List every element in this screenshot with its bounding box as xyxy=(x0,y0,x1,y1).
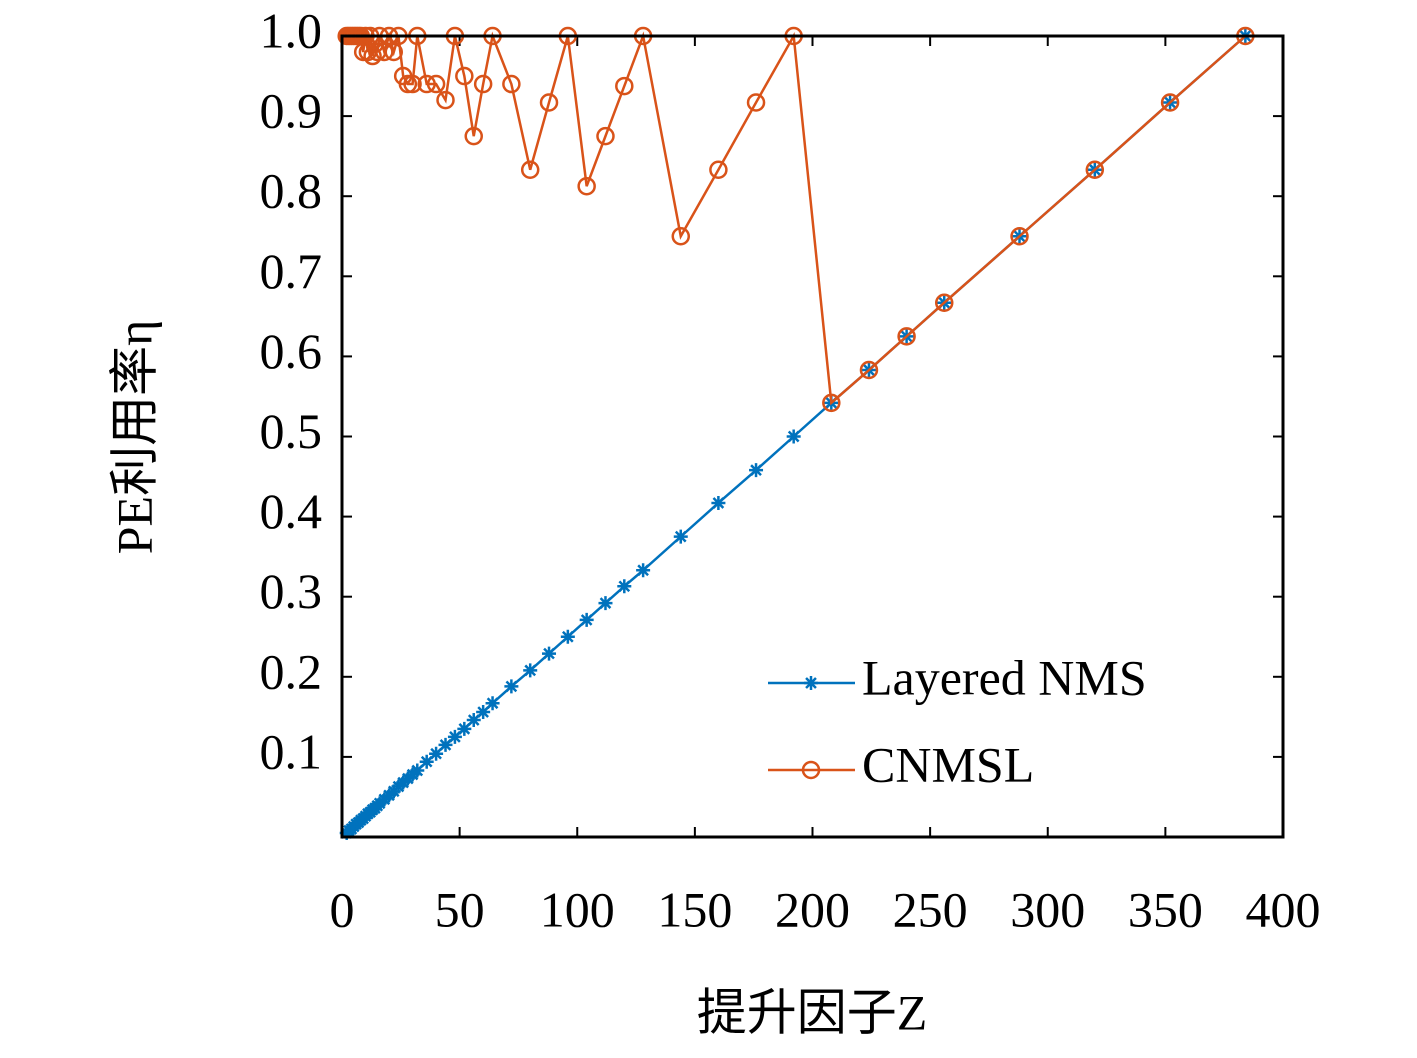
y-tick-label: 0.9 xyxy=(260,83,323,139)
marker xyxy=(476,705,491,720)
marker xyxy=(577,176,596,196)
marker xyxy=(539,93,559,112)
marker xyxy=(1160,93,1180,112)
marker xyxy=(403,74,422,94)
x-tick-label: 150 xyxy=(657,881,732,937)
marker xyxy=(596,126,615,146)
marker xyxy=(438,737,453,752)
legend-marker xyxy=(804,676,818,690)
marker xyxy=(934,293,954,312)
legend-label: Layered NMS xyxy=(862,649,1147,705)
marker xyxy=(384,42,404,62)
y-tick-label: 0.1 xyxy=(260,723,323,779)
marker xyxy=(523,663,538,678)
legend: Layered NMS CNMSL xyxy=(768,649,1147,792)
marker xyxy=(859,360,879,380)
x-tick-label: 0 xyxy=(330,881,355,937)
marker xyxy=(429,746,444,761)
marker xyxy=(786,429,801,444)
marker xyxy=(464,126,483,146)
legend-label: CNMSL xyxy=(862,736,1034,792)
marker xyxy=(749,463,764,478)
y-tick-label: 0.8 xyxy=(260,163,323,219)
marker xyxy=(363,46,382,66)
marker xyxy=(615,76,634,96)
y-tick-label: 0.5 xyxy=(260,403,323,459)
marker xyxy=(502,74,521,94)
y-tick-label: 1.0 xyxy=(260,2,323,58)
legend-marker xyxy=(801,760,821,780)
marker xyxy=(598,596,613,611)
x-axis-label: 提升因子Z xyxy=(697,984,928,1040)
marker xyxy=(485,696,500,711)
marker xyxy=(897,327,916,346)
marker xyxy=(504,679,519,694)
marker xyxy=(1010,227,1029,246)
x-tick-label: 100 xyxy=(540,881,615,937)
marker xyxy=(436,90,455,110)
marker xyxy=(398,74,418,94)
marker xyxy=(822,393,841,413)
marker xyxy=(520,160,540,180)
x-tick-label: 300 xyxy=(1010,881,1085,937)
x-tick-label: 200 xyxy=(775,881,850,937)
marker xyxy=(542,646,557,661)
marker xyxy=(473,74,493,94)
x-tick-label: 350 xyxy=(1128,881,1203,937)
x-tick-label: 50 xyxy=(435,881,485,937)
y-tick-label: 0.6 xyxy=(260,323,323,379)
marker xyxy=(711,495,726,510)
y-tick-label: 0.7 xyxy=(260,243,323,299)
marker xyxy=(617,579,632,594)
marker xyxy=(671,227,691,246)
marker xyxy=(410,763,425,778)
marker xyxy=(673,529,688,544)
x-tick-label: 250 xyxy=(893,881,968,937)
marker xyxy=(419,754,434,769)
marker xyxy=(1085,160,1105,180)
marker xyxy=(746,93,766,112)
marker xyxy=(457,721,472,736)
plot-frame xyxy=(340,34,1285,839)
marker xyxy=(466,713,481,728)
marker xyxy=(426,74,446,94)
marker xyxy=(455,66,474,86)
marker xyxy=(375,42,394,62)
y-tick-label: 0.4 xyxy=(260,483,323,539)
y-axis-label: PE利用率η xyxy=(106,320,162,555)
marker xyxy=(636,563,651,578)
marker xyxy=(560,629,575,644)
marker xyxy=(447,729,462,744)
x-tick-label: 400 xyxy=(1246,881,1321,937)
y-tick-label: 0.3 xyxy=(260,563,323,619)
marker xyxy=(579,612,594,627)
marker xyxy=(709,160,728,180)
marker xyxy=(417,74,436,94)
y-tick-label: 0.2 xyxy=(260,643,323,699)
